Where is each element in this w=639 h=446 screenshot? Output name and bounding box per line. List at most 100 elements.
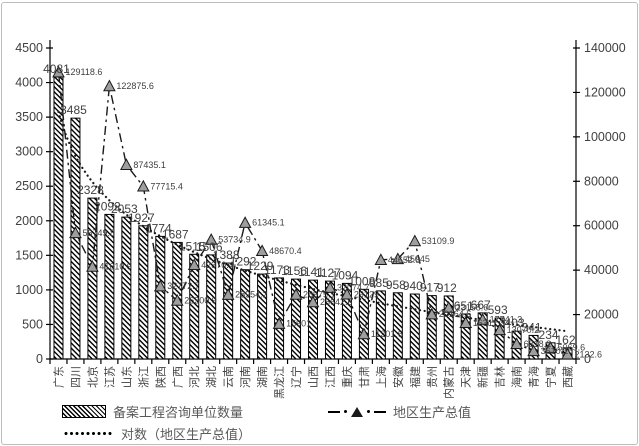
bar	[155, 235, 166, 360]
x-category-label: 福建	[408, 366, 422, 388]
bar-value-label: 1506	[196, 240, 223, 254]
bar-value-label: 1687	[162, 227, 189, 241]
gdp-value-label: 77715.4	[150, 181, 183, 191]
gdp-value-label: 122875.6	[116, 81, 154, 91]
x-category-label: 天津	[460, 366, 473, 388]
gdp-value-label: 42370.4	[201, 260, 234, 270]
triangle-marker	[493, 323, 506, 336]
triangle-marker	[408, 234, 422, 247]
gdp-value-label: 11201.6	[371, 329, 403, 339]
bar-value-label: 403	[505, 316, 525, 330]
bar-value-label: 1156	[281, 264, 307, 278]
triangle-marker	[357, 327, 371, 340]
right-tick-label: 20000	[584, 308, 619, 322]
bar-value-label: 912	[437, 281, 457, 295]
x-category-label: 江西	[324, 366, 337, 388]
bar-value-label: 593	[488, 303, 508, 317]
bar-value-label: 3485	[60, 103, 87, 117]
triangle-marker	[391, 252, 405, 265]
left-tick-label: 0	[36, 352, 43, 366]
gdp-value-label: 13070.2	[507, 325, 540, 335]
triangle-marker	[272, 317, 286, 329]
right-tick-label: 140000	[584, 41, 626, 55]
triangle-marker	[136, 179, 150, 192]
triangle-marker	[238, 216, 252, 228]
bar	[494, 317, 505, 360]
bar	[443, 295, 454, 360]
gdp-value-labels: 129118.6 56749.8 41610.9 122875.6 87435.1 777…	[65, 67, 602, 359]
gdp-value-label: 20164.6	[439, 309, 472, 319]
left-tick-label: 1000	[15, 283, 43, 297]
x-category-label: 河北	[188, 366, 201, 388]
x-category-label: 安徽	[391, 366, 405, 388]
x-category-label: 湖南	[256, 366, 269, 388]
bar-value-label: 1388	[213, 248, 240, 262]
bar-value-label: 917	[420, 281, 440, 295]
left-tick-label: 3000	[15, 145, 43, 159]
x-category-labels: 广东 四川 北京 江苏 山东 浙江 陕西 广西 河北 湖北 云南 河南 湖南 黑龙江 辽宁 山西 江西 重庆 甘肃上…	[52, 366, 574, 399]
legend-label: 备案工程咨询单位数量	[113, 405, 244, 420]
triangle-marker	[459, 316, 473, 328]
gdp-value-label: 26300.9	[184, 296, 217, 306]
triangle-marker	[153, 279, 167, 292]
bar	[358, 288, 369, 360]
x-category-label: 辽宁	[289, 366, 303, 388]
hatched-bar-swatch-icon	[62, 405, 106, 418]
triangle-marker	[120, 158, 133, 170]
triangle-marker	[527, 344, 540, 357]
gdp-value-label: 32074.7	[337, 283, 370, 293]
bar-value-label: 1094	[332, 268, 359, 282]
triangle-marker	[289, 288, 303, 300]
x-category-label: 云南	[222, 366, 235, 388]
legend-label: 地区生产总值	[393, 405, 472, 420]
x-category-label: 甘肃	[358, 366, 371, 388]
right-tick-label: 0	[584, 352, 591, 366]
triangle-marker	[69, 226, 82, 239]
legend-label: 对数（地区生产总值）	[121, 427, 252, 442]
bar-value-label: 1229	[247, 259, 274, 273]
left-axis-tick-labels: 0 500 1000 1500 2000 2500 3000 3500 4000 4500	[15, 41, 43, 366]
x-category-label: 青海	[527, 366, 541, 388]
left-tick-label: 4500	[15, 41, 43, 55]
gdp-value-label: 17741.3	[490, 315, 523, 325]
right-tick-label: 80000	[584, 174, 619, 188]
bar-value-label: 985	[369, 276, 389, 290]
bar-value-label: 1927	[128, 211, 155, 225]
bar-value-label: 1173	[264, 263, 290, 277]
legend-item-bar-series[interactable]: 备案工程咨询单位数量	[62, 402, 243, 421]
x-category-label: 河南	[239, 366, 252, 388]
bar-value-label: 162	[556, 333, 576, 347]
x-category-label: 重庆	[340, 366, 354, 388]
gdp-value-label: 25642.6	[320, 297, 353, 307]
bar	[87, 197, 98, 360]
bar	[392, 292, 403, 360]
bar	[409, 293, 420, 360]
gdp-value-label: 53109.9	[422, 236, 455, 246]
bar	[477, 312, 488, 360]
bars-series	[53, 76, 573, 360]
bar-value-label: 1008	[349, 274, 376, 288]
right-tick-label: 100000	[584, 130, 626, 144]
triangle-marker	[476, 313, 490, 325]
gdp-value-label: 87435.1	[133, 160, 166, 170]
right-tick-label: 60000	[584, 219, 619, 233]
gdp-markers	[52, 65, 574, 360]
gdp-value-label: 61345.1	[252, 218, 285, 228]
legend-item-log-trendline[interactable]: 对数（地区生产总值）	[64, 424, 251, 443]
x-category-label: 陕西	[153, 366, 167, 388]
gdp-value-label: 2132.6	[575, 349, 603, 359]
triangle-marker	[425, 307, 439, 320]
bar-value-label: 1127	[315, 266, 341, 280]
bar-value-labels: 4081 3485 2328 2092205319271774168715151506…	[43, 62, 576, 347]
gdp-value-label: 15901	[286, 319, 311, 329]
x-category-label: 贵州	[426, 366, 439, 388]
triangle-marker	[187, 258, 201, 271]
gdp-value-label: 41610.9	[99, 262, 132, 272]
x-category-label: 北京	[85, 366, 99, 388]
left-tick-label: 2000	[15, 214, 43, 228]
x-category-label: 江苏	[103, 366, 116, 388]
gdp-value-label: 3610.1	[541, 346, 569, 356]
bar	[341, 282, 352, 360]
legend-item-gdp-series[interactable]: 地区生产总值	[328, 402, 471, 421]
